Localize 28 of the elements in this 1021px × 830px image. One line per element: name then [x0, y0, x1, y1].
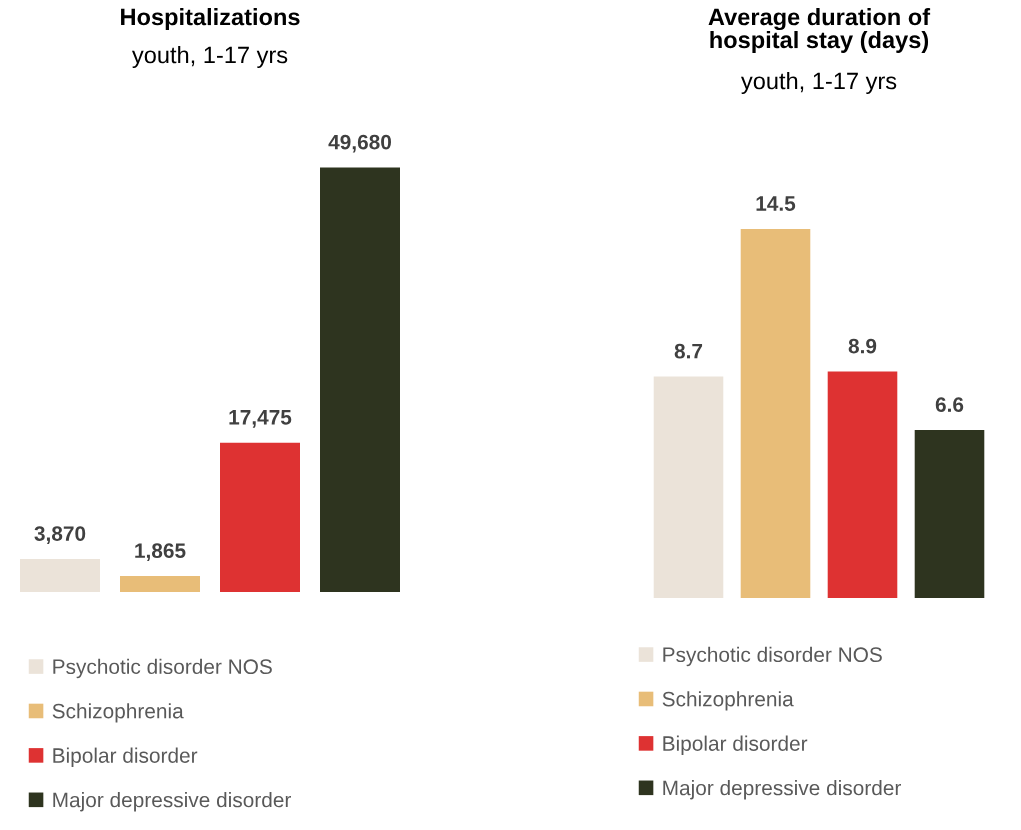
legend-label: Bipolar disorder	[53, 747, 198, 768]
legend-label: Psychotic disorder NOS	[663, 646, 882, 667]
legend-label: Psychotic disorder NOS	[53, 658, 272, 679]
chart-subtitle: youth, 1-17 yrs	[131, 46, 288, 69]
data-label: 17,475	[229, 410, 292, 428]
chart-subtitle: youth, 1-17 yrs	[740, 72, 897, 95]
data-label: 1,865	[135, 543, 186, 562]
bar	[827, 371, 898, 598]
bar	[914, 430, 985, 598]
data-label: 3,870	[34, 526, 86, 544]
data-label: 14.5	[756, 196, 796, 211]
bar	[20, 558, 100, 592]
legend-label: Schizophrenia	[52, 703, 184, 723]
legend-label: Bipolar disorder	[663, 735, 808, 756]
data-label: 6.6	[935, 397, 964, 412]
chart-title: Average duration of hospital stay (days)	[708, 8, 931, 53]
bar	[220, 442, 300, 592]
bar	[120, 576, 200, 592]
bar	[653, 376, 724, 598]
data-label: 49,680	[328, 134, 392, 153]
bar	[320, 167, 400, 592]
legend-label: Major depressive disorder	[53, 792, 292, 812]
legend-label: Schizophrenia	[662, 691, 794, 711]
data-label: 8.7	[674, 343, 703, 359]
legend-label: Major depressive disorder	[663, 780, 902, 800]
data-label: 8.9	[848, 338, 877, 354]
chart-title: Hospitalizations	[121, 8, 300, 31]
bar	[740, 228, 811, 598]
